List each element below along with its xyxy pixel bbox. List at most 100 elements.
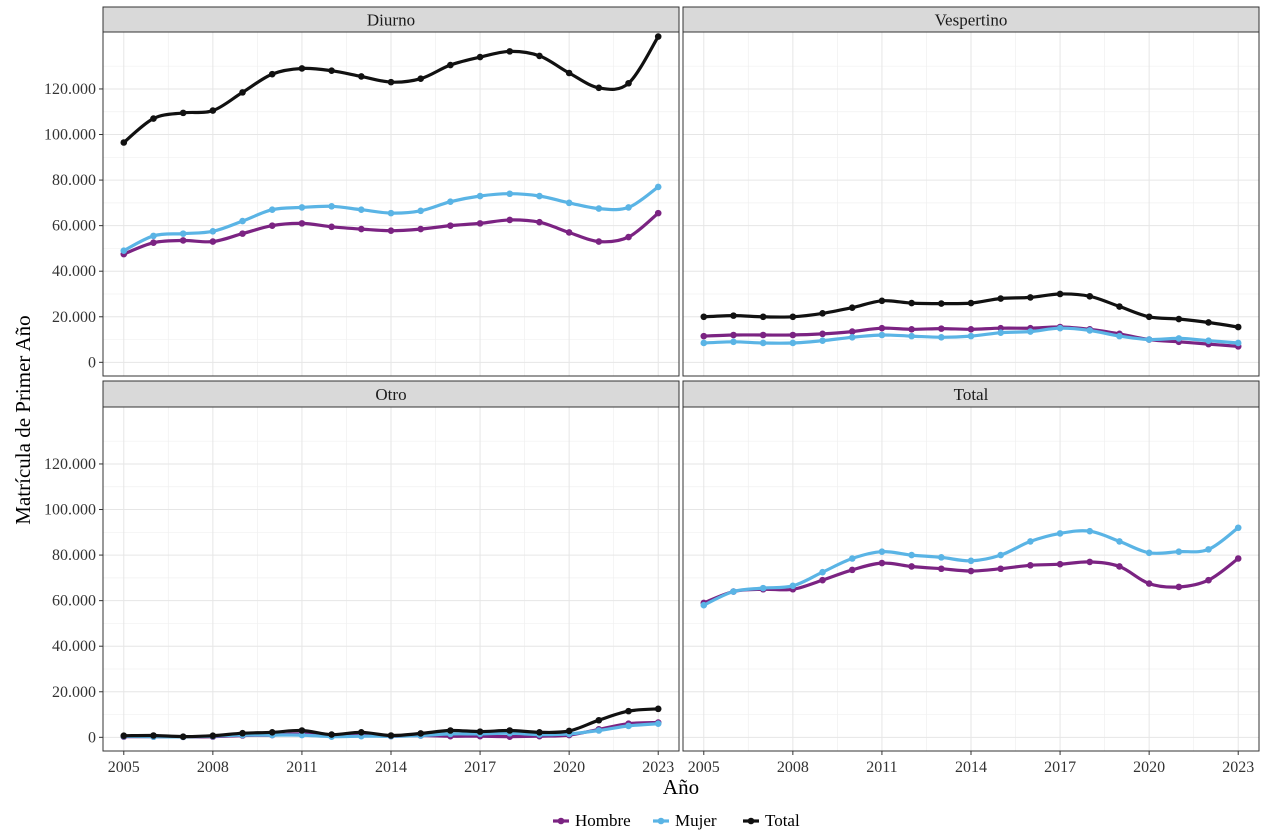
data-point-mujer	[298, 731, 306, 739]
data-point-total	[150, 732, 157, 739]
y-tick-label: 120.000	[44, 81, 96, 98]
data-point-total	[417, 75, 424, 83]
data-point-hombre	[1234, 555, 1242, 562]
data-point-hombre	[848, 328, 856, 335]
data-point-mujer	[878, 548, 886, 555]
data-point-total	[565, 727, 573, 735]
data-point-mujer	[759, 584, 767, 592]
data-point-total	[625, 707, 632, 715]
data-point-hombre	[565, 229, 573, 236]
data-point-mujer	[759, 339, 767, 347]
data-point-mujer	[1027, 328, 1034, 335]
data-point-mujer	[387, 209, 395, 217]
legend: Hombre Mujer Total	[553, 811, 800, 830]
data-point-hombre	[1205, 576, 1212, 584]
data-point-total	[387, 732, 395, 739]
data-point-total	[1145, 313, 1153, 321]
data-point-total	[239, 729, 246, 737]
data-point-mujer	[1175, 335, 1183, 342]
data-point-mujer	[819, 337, 826, 344]
y-tick-label: 60.000	[52, 218, 96, 235]
y-tick-label: 20.000	[52, 684, 96, 701]
data-point-mujer	[997, 329, 1004, 337]
data-point-hombre	[328, 223, 335, 231]
data-point-total	[506, 727, 514, 734]
data-point-total	[179, 109, 187, 117]
data-point-hombre	[730, 331, 737, 339]
data-point-total	[328, 67, 335, 75]
strip-background	[102, 6, 680, 33]
data-point-total	[358, 73, 365, 80]
data-point-mujer	[789, 339, 797, 347]
data-point-total	[179, 733, 187, 740]
data-point-total	[1175, 315, 1183, 323]
panel-vespertino: Vespertino	[682, 6, 1260, 377]
legend-label: Hombre	[575, 811, 631, 830]
data-point-hombre	[967, 325, 975, 333]
x-tick-label: 2005	[108, 759, 140, 776]
data-point-mujer	[1145, 549, 1153, 557]
data-point-mujer	[536, 192, 543, 200]
x-tick-label: 2014	[955, 759, 987, 776]
panel-otro: Otro 0 20.000 40.000 60.000 80.000 100.000 120.…	[44, 380, 680, 776]
data-point-mujer	[1056, 324, 1064, 332]
data-point-total	[1027, 294, 1034, 301]
data-point-mujer	[1145, 336, 1153, 343]
data-point-mujer	[268, 206, 276, 213]
legend-item-mujer: Mujer	[653, 811, 717, 830]
strip-background	[682, 380, 1260, 408]
data-point-total	[239, 89, 246, 96]
data-point-mujer	[789, 582, 797, 590]
legend-key-point	[657, 817, 665, 825]
x-axis-title: Año	[663, 775, 699, 799]
data-point-mujer	[1205, 546, 1212, 553]
data-point-total	[476, 53, 484, 61]
data-point-hombre	[997, 324, 1004, 332]
data-point-hombre	[848, 566, 856, 574]
data-point-hombre	[179, 237, 187, 244]
strip-title: Total	[954, 385, 989, 404]
data-point-total	[209, 107, 217, 114]
data-point-mujer	[878, 331, 886, 339]
data-point-total	[730, 312, 737, 319]
data-point-mujer	[848, 333, 856, 341]
x-tick-label: 2011	[286, 759, 317, 776]
facet-panels: Diurno 0 20.000 40.000 60.000 80.000 100.000 12…	[44, 6, 1260, 776]
data-point-total	[328, 731, 335, 738]
data-point-mujer	[625, 204, 632, 211]
data-point-hombre	[447, 222, 454, 229]
panel-total: Total 2005 2008 2011 2014 2017 2020 2023	[682, 380, 1260, 776]
data-point-hombre	[209, 238, 217, 245]
data-point-mujer	[565, 199, 573, 207]
y-tick-label: 40.000	[52, 263, 96, 280]
panel-border	[102, 31, 680, 377]
data-point-mujer	[908, 332, 915, 340]
data-point-hombre	[239, 230, 246, 237]
data-point-hombre	[1175, 583, 1183, 591]
data-point-mujer	[298, 204, 306, 211]
data-point-mujer	[595, 205, 603, 212]
x-tick-label: 2023	[1222, 759, 1254, 776]
x-tick-label: 2014	[375, 759, 407, 776]
data-point-hombre	[789, 331, 797, 339]
data-point-total	[1205, 319, 1212, 326]
data-point-total	[1234, 323, 1242, 331]
data-point-total	[476, 728, 484, 735]
y-tick-label: 0	[88, 729, 96, 746]
y-tick-label: 80.000	[52, 547, 96, 564]
data-point-mujer	[700, 339, 708, 347]
y-tick-label: 20.000	[52, 309, 96, 326]
data-point-mujer	[476, 192, 484, 200]
strip-background	[682, 6, 1260, 33]
y-tick-label: 120.000	[44, 456, 96, 473]
data-point-hombre	[1086, 558, 1094, 566]
legend-label: Total	[765, 811, 800, 830]
data-point-mujer	[730, 588, 737, 595]
data-point-hombre	[476, 220, 484, 227]
data-point-hombre	[1116, 563, 1123, 570]
legend-item-hombre: Hombre	[553, 811, 631, 830]
data-point-total	[447, 727, 454, 734]
data-point-total	[150, 115, 157, 122]
x-tick-label: 2020	[1133, 759, 1165, 776]
data-point-hombre	[997, 565, 1004, 573]
